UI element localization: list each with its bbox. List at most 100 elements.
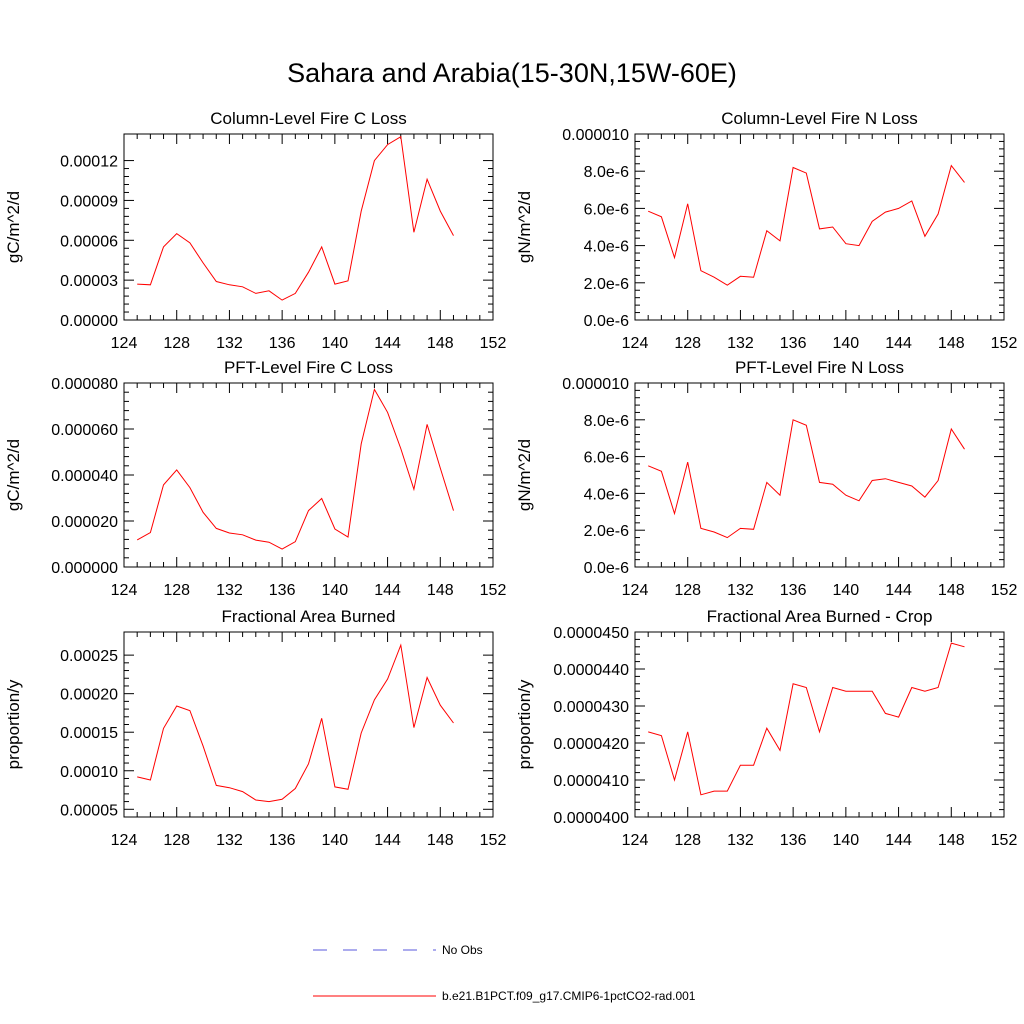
x-tick-label: 132: [216, 582, 243, 599]
chart-panel-2: Column-Level Fire N Loss gN/m^2/d 124 128 13…: [515, 109, 1017, 352]
y-tick-label: 2.0e-6: [584, 276, 629, 293]
x-tick-label: 124: [111, 832, 138, 849]
x-tick-label: 152: [991, 582, 1018, 599]
x-tick-label: 124: [111, 582, 138, 599]
x-tick-label: 140: [322, 582, 349, 599]
x-tick-label: 136: [780, 582, 807, 599]
x-tick-label: 144: [885, 335, 912, 352]
y-tick-label: 0.000040: [51, 468, 118, 485]
x-tick-label: 140: [833, 335, 860, 352]
x-tick-label: 136: [269, 335, 296, 352]
y-tick-label: 0.00025: [60, 648, 118, 665]
y-tick-label: 8.0e-6: [584, 164, 629, 181]
y-tick-label: 6.0e-6: [584, 450, 629, 467]
x-tick-label: 136: [780, 832, 807, 849]
y-tick-label: 0.0000450: [553, 625, 629, 642]
panel-title: PFT-Level Fire N Loss: [735, 358, 904, 377]
series-line: [137, 135, 454, 301]
x-tick-label: 152: [991, 335, 1018, 352]
panel-title: Column-Level Fire N Loss: [721, 109, 918, 128]
panel-title: Column-Level Fire C Loss: [210, 109, 407, 128]
x-tick-label: 148: [938, 582, 965, 599]
y-tick-label: 0.00005: [60, 802, 118, 819]
x-tick-label: 124: [622, 582, 649, 599]
y-axis-label: gC/m^2/d: [4, 439, 23, 511]
x-tick-label: 144: [374, 582, 401, 599]
x-tick-label: 148: [427, 582, 454, 599]
y-axis-label: gC/m^2/d: [4, 191, 23, 263]
series-line: [648, 164, 965, 286]
x-tick-label: 144: [374, 335, 401, 352]
x-tick-label: 148: [938, 335, 965, 352]
x-tick-label: 128: [163, 335, 190, 352]
y-tick-label: 0.000020: [51, 514, 118, 531]
y-tick-label: 0.00010: [60, 764, 118, 781]
legend-no-obs-label: No Obs: [442, 943, 483, 957]
y-tick-label: 0.000010: [562, 127, 629, 144]
plot-frame: [123, 382, 494, 568]
x-tick-label: 152: [480, 832, 507, 849]
y-tick-label: 0.000000: [51, 560, 118, 577]
legend-series-label: b.e21.B1PCT.f09_g17.CMIP6-1pctCO2-rad.00…: [442, 989, 696, 1003]
chart-panel-4: PFT-Level Fire N Loss gN/m^2/d 124 128 132 13…: [515, 358, 1017, 599]
y-tick-label: 0.00000: [60, 313, 118, 330]
x-tick-label: 124: [622, 335, 649, 352]
plot-frame: [123, 133, 494, 321]
x-tick-label: 144: [374, 832, 401, 849]
x-tick-label: 132: [727, 335, 754, 352]
x-tick-label: 148: [938, 832, 965, 849]
y-tick-label: 0.00015: [60, 725, 118, 742]
x-tick-label: 128: [674, 832, 701, 849]
y-tick-label: 0.000080: [51, 376, 118, 393]
x-tick-label: 152: [480, 335, 507, 352]
y-tick-label: 0.0e-6: [584, 560, 629, 577]
y-tick-label: 0.00009: [60, 193, 118, 210]
x-tick-label: 152: [480, 582, 507, 599]
x-tick-label: 136: [780, 335, 807, 352]
y-tick-label: 0.0000420: [553, 736, 629, 753]
plot-frame: [123, 631, 494, 818]
x-tick-label: 148: [427, 335, 454, 352]
y-tick-label: 2.0e-6: [584, 523, 629, 540]
y-tick-label: 4.0e-6: [584, 486, 629, 503]
x-tick-label: 136: [269, 582, 296, 599]
y-axis-label: proportion/y: [515, 679, 534, 769]
y-tick-label: 4.0e-6: [584, 239, 629, 256]
series-line: [137, 643, 454, 803]
y-tick-label: 6.0e-6: [584, 201, 629, 218]
series-line: [136, 388, 454, 550]
x-tick-label: 136: [269, 832, 296, 849]
series-line: [648, 642, 965, 796]
y-axis-label: gN/m^2/d: [515, 191, 534, 263]
x-tick-label: 124: [622, 832, 649, 849]
x-tick-label: 128: [163, 582, 190, 599]
y-tick-label: 0.00003: [60, 273, 118, 290]
x-tick-label: 144: [885, 582, 912, 599]
y-tick-label: 0.00012: [60, 154, 118, 171]
x-tick-label: 144: [885, 832, 912, 849]
x-tick-label: 140: [833, 832, 860, 849]
chart-panel-1: Column-Level Fire C Loss gC/m^2/d 124 128 13…: [4, 109, 506, 352]
x-tick-label: 140: [322, 335, 349, 352]
y-tick-label: 0.0000430: [553, 699, 629, 716]
x-tick-label: 140: [833, 582, 860, 599]
y-tick-label: 0.000010: [562, 376, 629, 393]
y-tick-label: 0.000060: [51, 422, 118, 439]
chart-panel-6: Fractional Area Burned - Crop proportion/…: [515, 607, 1017, 849]
legend: No Obs b.e21.B1PCT.f09_g17.CMIP6-1pctCO2-…: [313, 943, 696, 1003]
panel-title: Fractional Area Burned - Crop: [707, 607, 933, 626]
x-tick-label: 132: [216, 335, 243, 352]
x-tick-label: 128: [674, 582, 701, 599]
x-tick-label: 132: [216, 832, 243, 849]
x-tick-label: 148: [427, 832, 454, 849]
panel-title: PFT-Level Fire C Loss: [224, 358, 393, 377]
page-title: Sahara and Arabia(15-30N,15W-60E): [287, 58, 737, 88]
y-tick-label: 0.0e-6: [584, 313, 629, 330]
x-tick-label: 128: [674, 335, 701, 352]
plot-frame: [634, 631, 1005, 818]
y-axis-label: proportion/y: [4, 679, 23, 769]
panel-title: Fractional Area Burned: [222, 607, 396, 626]
x-tick-label: 128: [163, 832, 190, 849]
y-tick-label: 0.0000440: [553, 662, 629, 679]
